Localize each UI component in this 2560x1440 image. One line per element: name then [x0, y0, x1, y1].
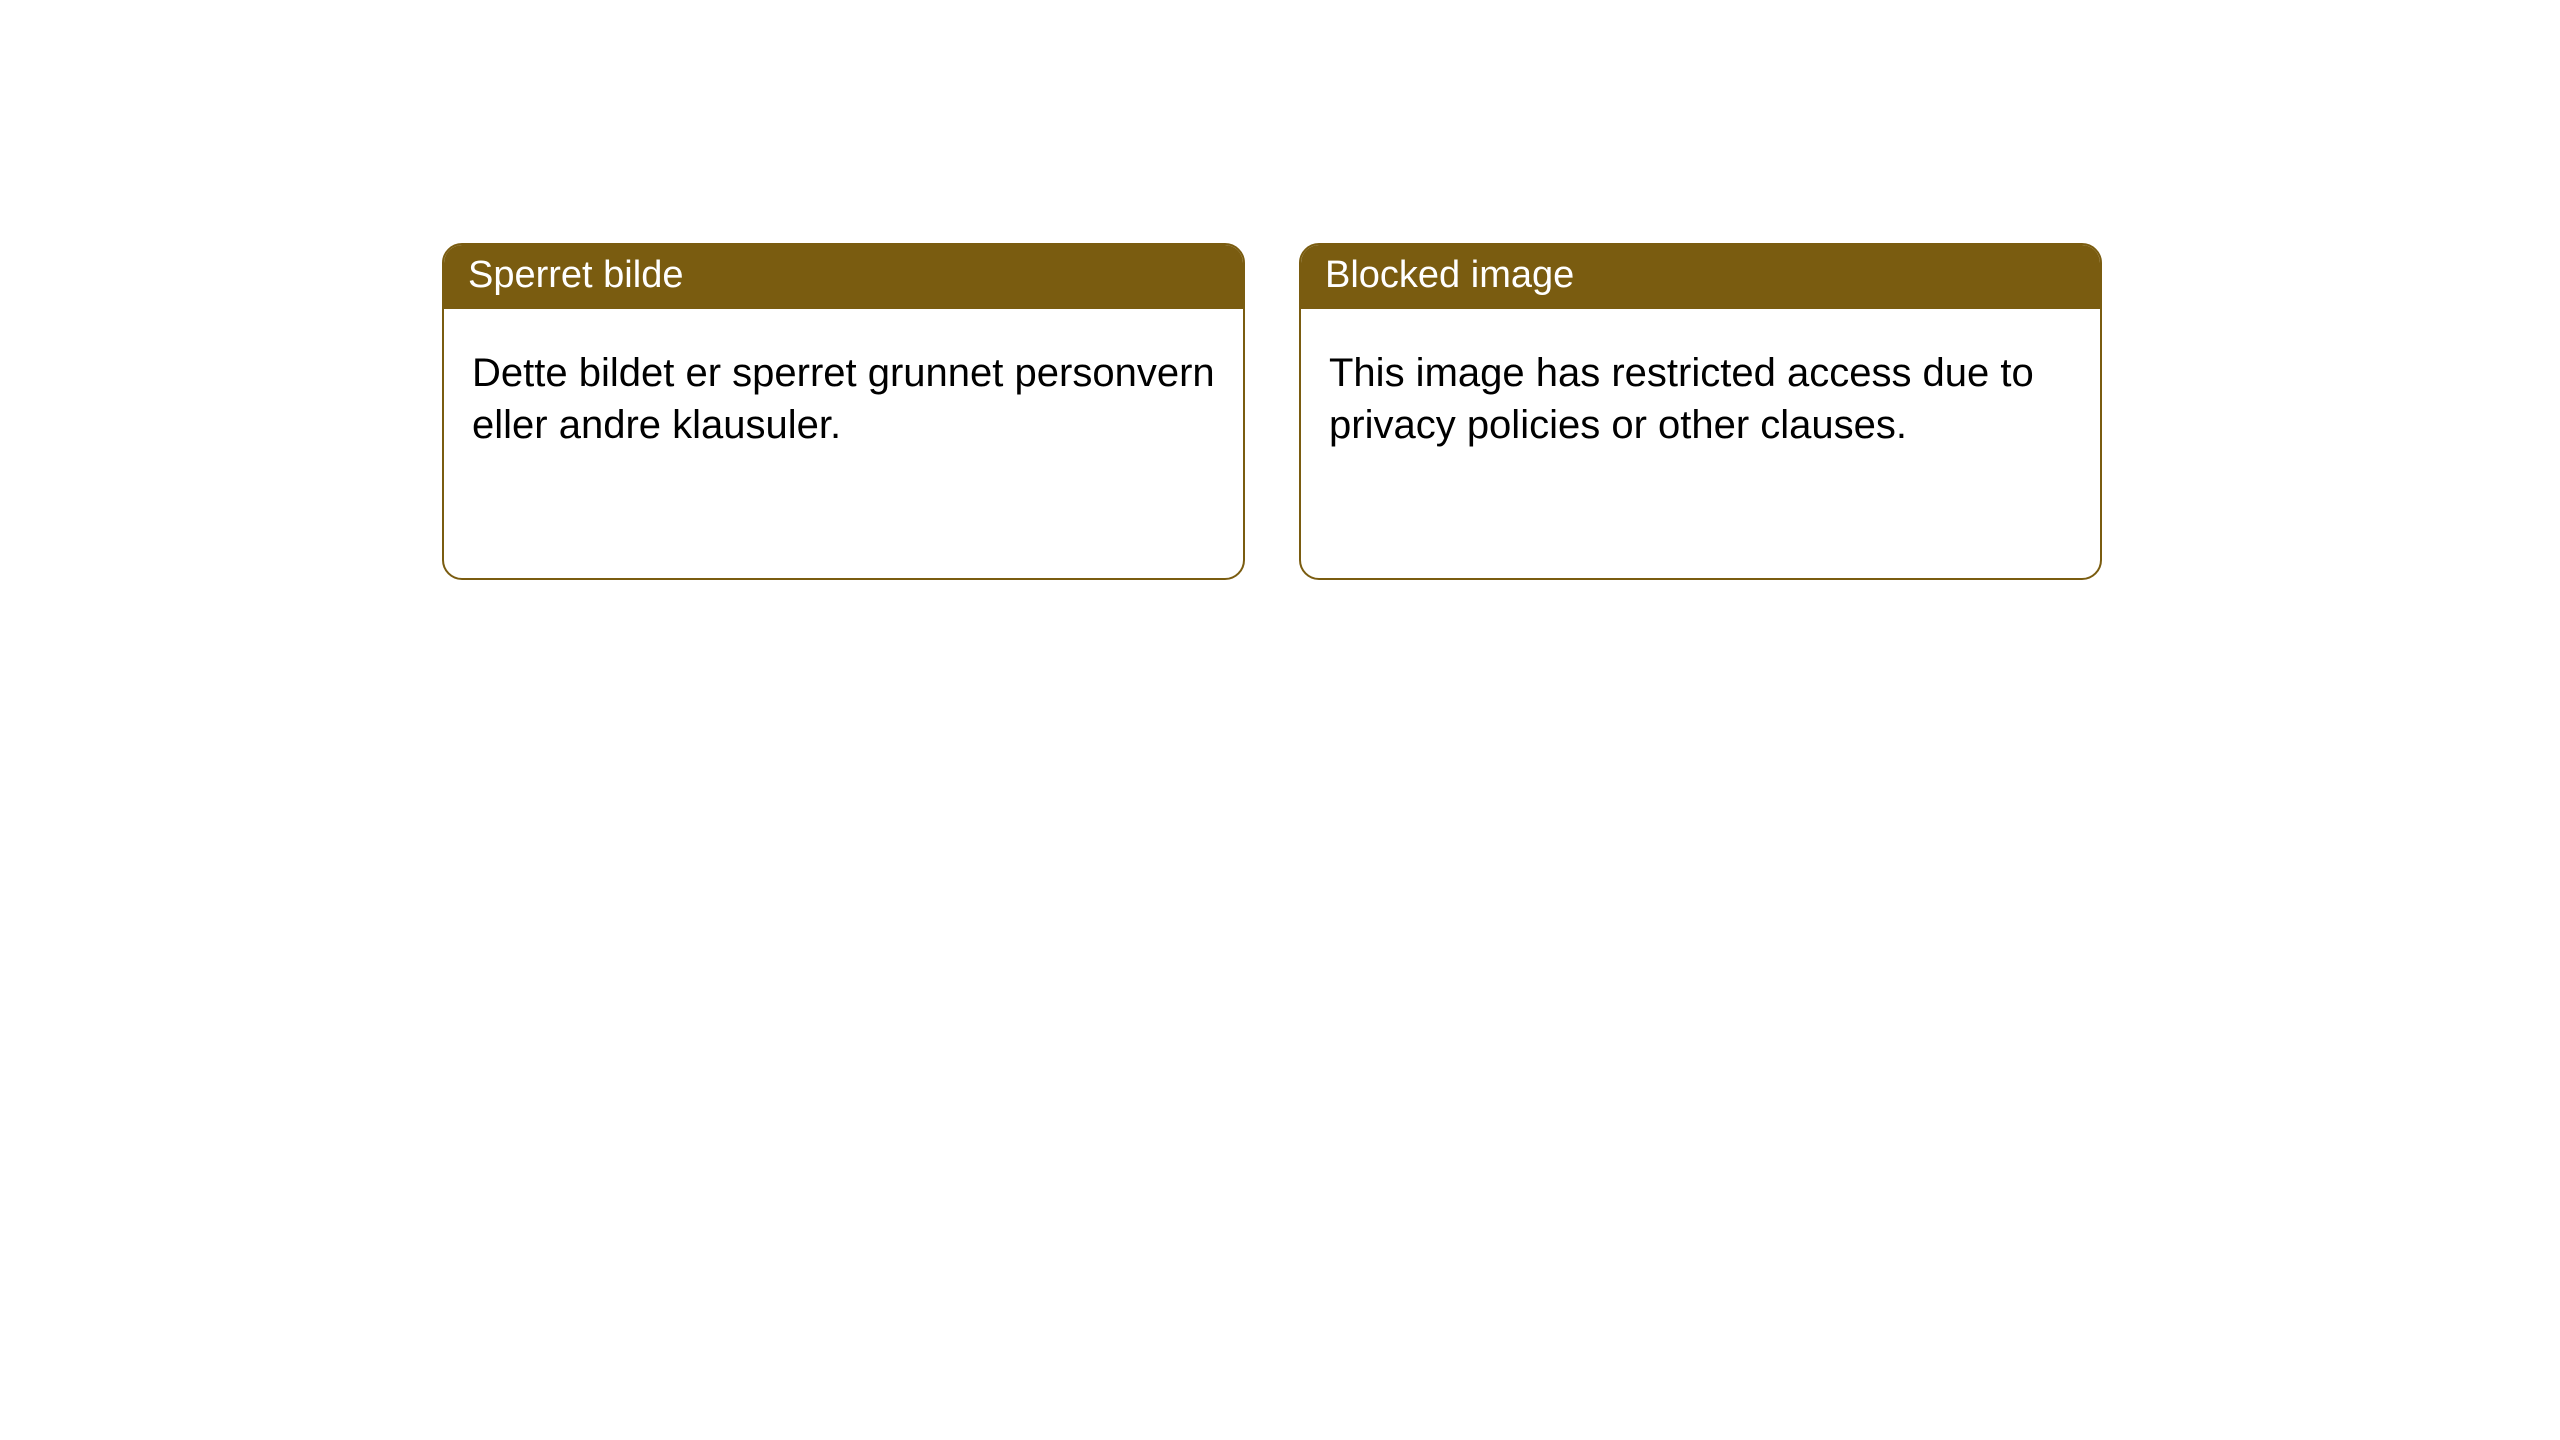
- card-header-english: Blocked image: [1301, 245, 2100, 309]
- card-header-norwegian: Sperret bilde: [444, 245, 1243, 309]
- card-body-norwegian: Dette bildet er sperret grunnet personve…: [444, 309, 1243, 481]
- card-body-english: This image has restricted access due to …: [1301, 309, 2100, 481]
- blocked-image-card-english: Blocked image This image has restricted …: [1299, 243, 2102, 580]
- notice-container: Sperret bilde Dette bildet er sperret gr…: [0, 0, 2560, 580]
- blocked-image-card-norwegian: Sperret bilde Dette bildet er sperret gr…: [442, 243, 1245, 580]
